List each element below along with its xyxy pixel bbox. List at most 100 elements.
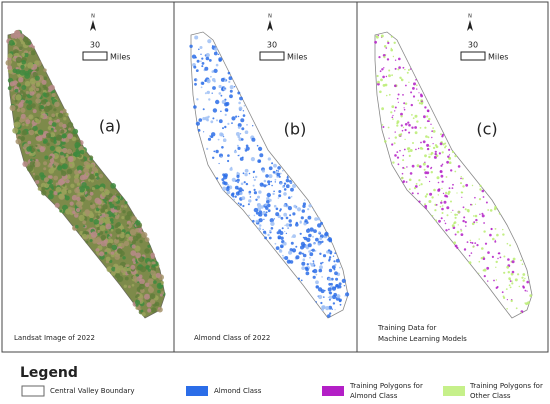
map-texture (130, 250, 137, 256)
map-texture (236, 174, 240, 178)
map-texture (253, 207, 259, 213)
map-texture (435, 154, 439, 157)
map-texture (241, 196, 246, 201)
map-texture (505, 288, 508, 290)
map-texture (24, 72, 31, 79)
map-texture (27, 100, 33, 105)
map-texture (274, 242, 277, 245)
map-texture (384, 140, 387, 143)
map-texture (494, 239, 496, 241)
legend-title: Legend (20, 365, 78, 381)
map-texture (266, 192, 271, 198)
map-texture (200, 53, 202, 55)
map-texture (306, 263, 309, 266)
map-texture (100, 234, 106, 241)
map-texture (20, 113, 26, 119)
map-texture (409, 149, 413, 152)
map-texture (224, 87, 226, 90)
map-texture (304, 266, 308, 270)
map-texture (16, 108, 21, 113)
map-texture (196, 98, 199, 101)
map-texture (110, 199, 113, 202)
map-texture (235, 115, 238, 118)
map-texture (276, 231, 280, 235)
map-texture (14, 88, 19, 93)
map-texture (400, 124, 403, 127)
map-texture (227, 122, 230, 125)
map-texture (411, 192, 414, 195)
map-texture (471, 184, 474, 187)
map-texture (49, 145, 56, 151)
map-texture (380, 34, 384, 38)
map-texture (97, 233, 101, 236)
map-texture (236, 171, 239, 174)
map-texture (220, 77, 225, 82)
map-texture (411, 164, 415, 168)
map-texture (124, 205, 128, 209)
map-texture (91, 171, 94, 174)
map-texture (501, 291, 504, 294)
map-texture (396, 151, 399, 154)
map-texture (507, 271, 510, 274)
map-texture (29, 90, 35, 96)
map-texture (204, 116, 209, 121)
map-texture (313, 242, 316, 245)
map-texture (51, 122, 57, 127)
map-texture (226, 185, 230, 189)
legend-swatch (186, 386, 208, 396)
map-texture (430, 123, 432, 126)
map-texture (290, 181, 292, 184)
map-texture (104, 251, 108, 255)
map-texture (110, 183, 117, 189)
map-texture (195, 121, 200, 126)
map-texture (66, 168, 73, 175)
map-texture (93, 219, 99, 225)
map-texture (237, 123, 242, 128)
map-texture (315, 301, 317, 303)
map-texture (423, 168, 426, 171)
map-texture (148, 285, 152, 289)
map-texture (147, 308, 152, 313)
map-texture (241, 127, 245, 131)
map-texture (211, 70, 215, 73)
map-texture (22, 95, 26, 100)
map-texture (53, 165, 56, 168)
map-texture (224, 102, 229, 107)
map-texture (126, 211, 133, 217)
map-texture (141, 312, 146, 317)
map-texture (405, 181, 408, 183)
map-texture (464, 208, 467, 211)
map-texture (276, 172, 281, 177)
map-texture (140, 309, 144, 313)
map-texture (483, 268, 487, 272)
map-texture (125, 233, 130, 238)
map-texture (43, 167, 47, 171)
map-texture (50, 132, 56, 138)
map-texture (482, 196, 485, 198)
map-texture (431, 196, 434, 199)
map-texture (450, 200, 452, 203)
map-texture (321, 276, 323, 278)
map-texture (247, 203, 250, 206)
map-texture (407, 69, 410, 71)
map-texture (55, 186, 62, 193)
map-texture (391, 74, 393, 77)
map-texture (432, 127, 434, 129)
map-texture (215, 149, 219, 154)
map-texture (382, 126, 385, 128)
map-texture (135, 220, 141, 226)
map-texture (145, 265, 150, 270)
map-texture (263, 230, 267, 234)
map-texture (39, 172, 45, 178)
map-texture (476, 244, 479, 247)
map-texture (270, 221, 275, 226)
map-texture (49, 84, 55, 91)
map-texture (331, 265, 336, 269)
map-texture (253, 214, 256, 217)
map-texture (336, 294, 341, 299)
map-texture (393, 41, 396, 44)
map-texture (383, 67, 385, 69)
map-texture (522, 286, 525, 289)
map-texture (328, 298, 331, 301)
map-texture (434, 150, 437, 153)
